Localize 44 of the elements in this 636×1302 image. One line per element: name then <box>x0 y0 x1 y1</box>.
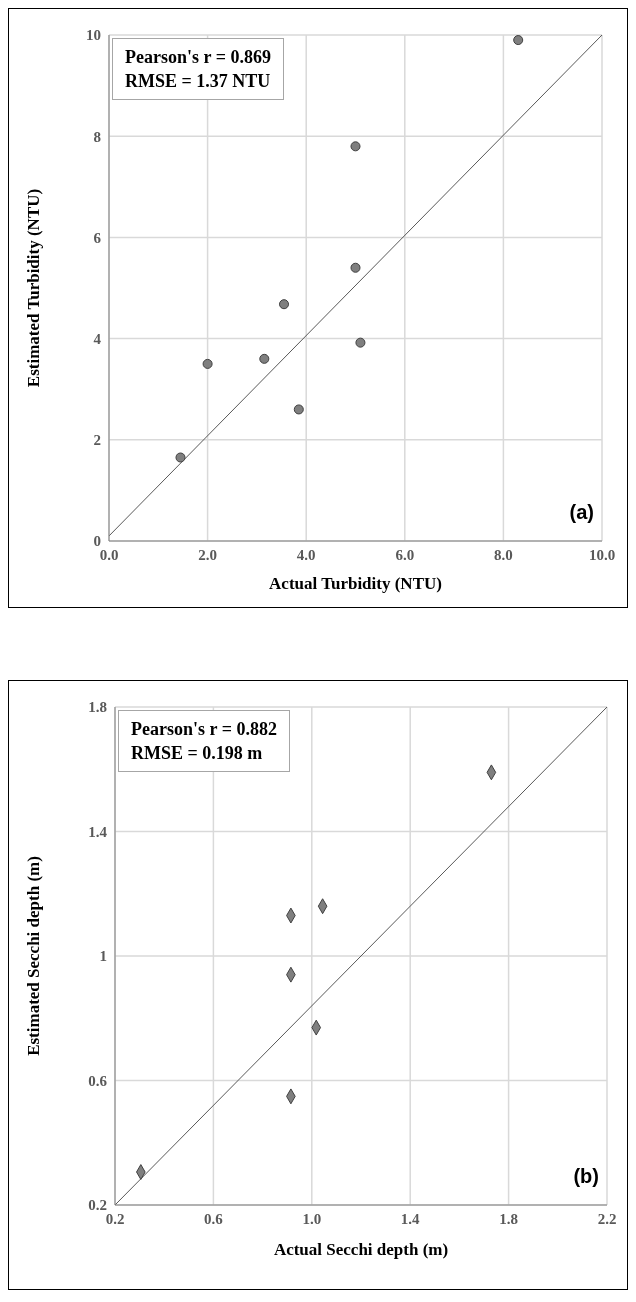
point <box>175 452 186 463</box>
x-tick-label: 0.6 <box>204 1210 224 1227</box>
point <box>355 337 366 348</box>
point <box>259 353 270 364</box>
y-tick-label: 1 <box>99 948 107 965</box>
annotation: RMSE = 0.198 m <box>131 742 264 765</box>
x-tick-label: 8.0 <box>494 546 513 563</box>
x-tick-label: 6.0 <box>395 546 415 563</box>
y-axis-title: Estimated Secchi depth (m) <box>24 856 44 1056</box>
x-tick-label: 1.0 <box>302 1210 322 1227</box>
note-box: Pearson's r = 0.869 RMSE = 1.37 NTU <box>112 38 284 100</box>
note-box: Pearson's r = 0.882 RMSE = 0.198 m <box>118 710 290 772</box>
y-tick-label: 8 <box>93 128 101 145</box>
point <box>293 404 304 415</box>
x-tick-label: 4.0 <box>296 546 316 563</box>
y-tick-label: 0.2 <box>88 1197 107 1214</box>
y-tick-label: 1.8 <box>88 699 107 716</box>
y-axis-title: Estimated Turbidity (NTU) <box>24 188 44 388</box>
annotation: Pearson's r = 0.869 <box>125 46 271 69</box>
y-tick-label: 0.6 <box>88 1072 108 1089</box>
y-tick-label: 4 <box>93 330 102 347</box>
annotation: (a) <box>568 501 594 524</box>
x-tick-label: 2.2 <box>597 1210 617 1227</box>
y-tick-label: 6 <box>93 229 102 246</box>
x-tick-label: 2.0 <box>198 546 217 563</box>
annotation: Pearson's r = 0.882 <box>131 718 277 741</box>
x-axis-title: Actual Turbidity (NTU) <box>269 574 442 593</box>
y-tick-label: 0 <box>93 533 101 550</box>
y-tick-label: 2 <box>93 432 101 449</box>
x-tick-label: 0.0 <box>99 546 119 563</box>
point <box>513 35 524 46</box>
x-tick-label: 0.2 <box>105 1210 125 1227</box>
point <box>279 299 290 310</box>
y-tick-label: 1.4 <box>88 823 108 840</box>
x-axis-title: Actual Secchi depth (m) <box>273 1240 449 1259</box>
x-tick-label: 1.4 <box>400 1210 421 1227</box>
annotation: RMSE = 1.37 NTU <box>125 70 271 93</box>
point <box>202 358 213 369</box>
point <box>350 262 361 273</box>
annotation: (b) <box>572 1165 599 1188</box>
x-tick-label: 10.0 <box>588 546 616 563</box>
y-tick-label: 10 <box>86 27 101 44</box>
point <box>350 141 361 152</box>
x-tick-label: 1.8 <box>499 1210 518 1227</box>
